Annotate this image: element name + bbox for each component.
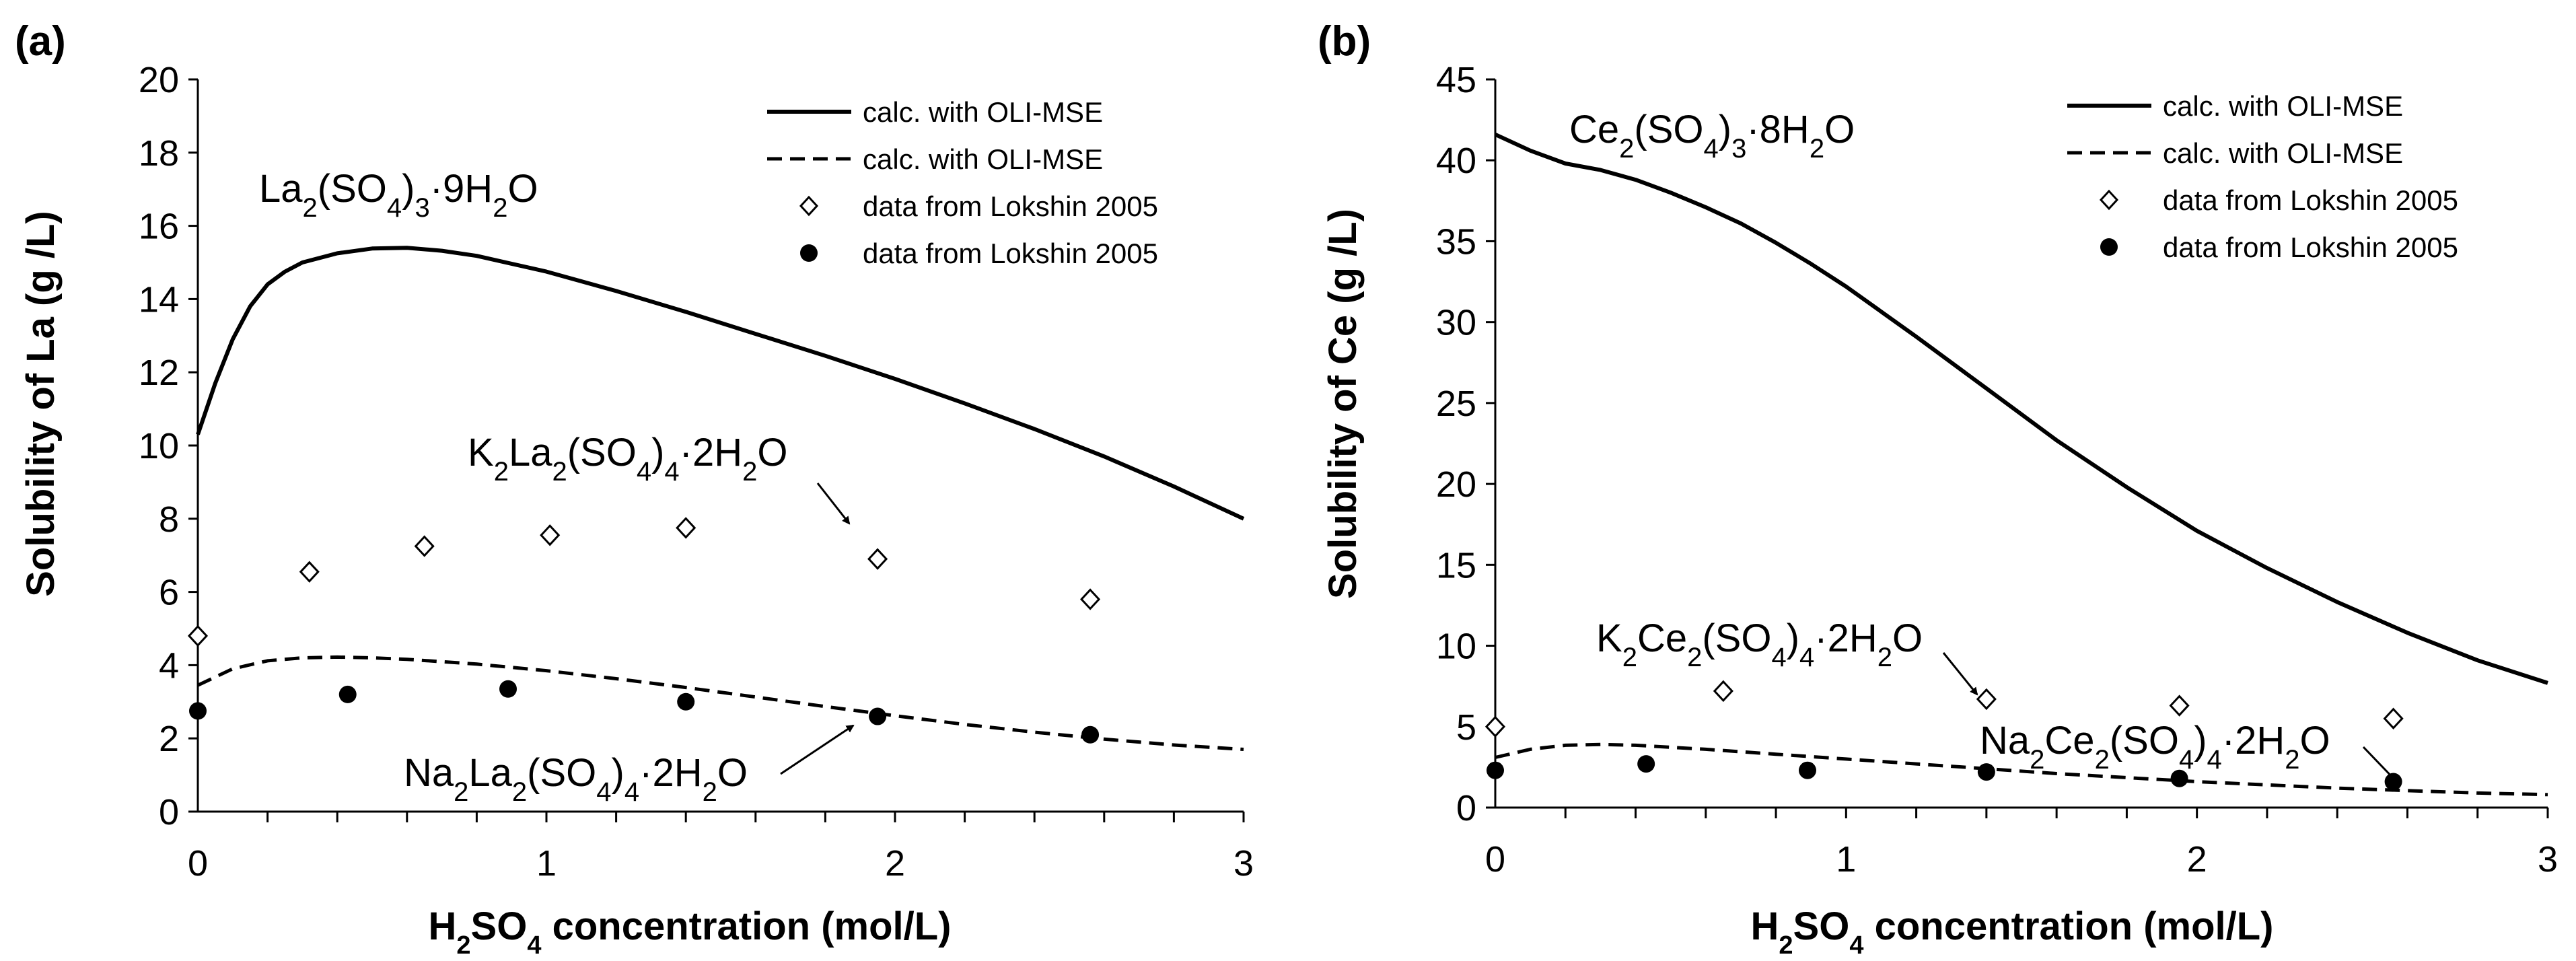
legend-swatch-dot	[800, 244, 818, 262]
data-point-diamond	[2169, 695, 2190, 717]
data-point-diamond	[1976, 688, 1997, 711]
chart-panel-a: (a) Solubility of La (g /L) H2SO4 concen…	[15, 18, 1254, 960]
legend-label: calc. with OLI-MSE	[2163, 137, 2403, 169]
data-point-dot	[1487, 761, 1504, 779]
annotation-na2ce2so44-2h2o: Na2Ce2(SO4)4·2H2O	[1980, 719, 2330, 775]
annotation-k2ce2so44-2h2o: K2Ce2(SO4)4·2H2O	[1596, 616, 1923, 672]
data-point-dot	[1637, 755, 1655, 773]
data-point-diamond	[1484, 715, 1506, 738]
data-point-diamond	[2383, 707, 2404, 729]
y-tick-label: 20	[139, 60, 179, 100]
series-line-dashed	[196, 655, 1244, 751]
data-point-diamond	[1713, 680, 1733, 703]
legend-label: data from Lokshin 2005	[863, 190, 1158, 222]
annotation-la2so43-9h2o: La2(SO4)3·9H2O	[259, 167, 538, 223]
y-tick-label: 18	[139, 133, 179, 174]
series-line-dashed	[1495, 742, 2548, 797]
y-tick-label: 15	[1436, 545, 1476, 585]
legend-label: data from Lokshin 2005	[2163, 232, 2458, 263]
data-point-diamond	[414, 535, 435, 557]
legend-label: calc. with OLI-MSE	[2163, 90, 2403, 122]
legend-label: calc. with OLI-MSE	[863, 96, 1103, 128]
legend-swatch-diamond	[2099, 189, 2119, 211]
y-tick-label: 0	[1456, 788, 1476, 828]
series-layer	[1484, 133, 2548, 797]
data-point-diamond	[1080, 588, 1101, 610]
annotations: La2(SO4)3·9H2O K2La2(SO4)4·2H2O Na2La2(S…	[259, 167, 855, 807]
y-axis-label: Solubility of Ce (g /L)	[1321, 209, 1365, 599]
data-point-diamond	[676, 517, 696, 539]
y-tick-label: 0	[159, 792, 179, 832]
y-tick-label: 8	[159, 499, 179, 540]
legend-swatch-dot	[2100, 238, 2118, 256]
legend: calc. with OLI-MSE calc. with OLI-MSE data…	[767, 96, 1158, 269]
x-tick-label: 3	[1233, 843, 1254, 884]
y-tick-label: 12	[139, 353, 179, 393]
data-point-dot	[499, 680, 517, 698]
data-point-dot	[869, 707, 887, 725]
annotation-arrow	[2362, 746, 2397, 782]
y-tick-label: 45	[1436, 60, 1476, 100]
x-axis-label: H2SO4 concentration (mol/L)	[1751, 904, 2274, 960]
annotation-arrow	[780, 724, 855, 775]
data-point-dot	[189, 702, 207, 720]
legend-label: data from Lokshin 2005	[863, 238, 1158, 269]
y-tick-label: 25	[1436, 384, 1476, 424]
data-point-diamond	[187, 625, 209, 647]
chart-panel-b: (b) Solubility of Ce (g /L) H2SO4 concen…	[1318, 18, 2558, 960]
data-point-dot	[677, 692, 695, 711]
y-tick-label: 10	[139, 426, 179, 466]
y-tick-label: 20	[1436, 464, 1476, 505]
data-point-diamond	[540, 524, 561, 546]
x-tick-label: 0	[1485, 839, 1505, 880]
data-point-dot	[1798, 761, 1816, 779]
annotation-arrow	[816, 483, 851, 525]
y-tick-label: 5	[1456, 707, 1476, 748]
data-point-diamond	[299, 561, 320, 583]
series-layer	[187, 246, 1245, 751]
panel-label: (a)	[15, 18, 66, 65]
legend-swatch-diamond	[799, 195, 819, 217]
y-tick-label: 6	[159, 573, 179, 613]
y-tick-label: 35	[1436, 221, 1476, 262]
y-tick-label: 2	[159, 719, 179, 759]
y-axis-label: Solubility of La (g /L)	[19, 211, 63, 597]
annotation-arrow	[1942, 652, 1978, 696]
x-tick-label: 2	[2187, 839, 2207, 880]
data-point-dot	[2170, 769, 2188, 787]
y-tick-label: 16	[139, 207, 179, 247]
legend-label: data from Lokshin 2005	[2163, 184, 2458, 216]
legend-label: calc. with OLI-MSE	[863, 143, 1103, 175]
data-point-dot	[2384, 773, 2402, 791]
y-tick-label: 14	[139, 279, 179, 320]
y-tick-label: 4	[159, 645, 179, 686]
y-tick-label: 10	[1436, 627, 1476, 667]
annotation-k2la2so44-2h2o: K2La2(SO4)4·2H2O	[468, 431, 788, 487]
x-tick-label: 0	[188, 843, 208, 884]
axes: 0 5 10 15 20 25 30 35 40 45 0 1 2 3	[1436, 60, 2558, 880]
x-tick-label: 2	[885, 843, 905, 884]
y-tick-label: 30	[1436, 303, 1476, 343]
annotations: Ce2(SO4)3·8H2O K2Ce2(SO4)4·2H2O Na2Ce2(S…	[1569, 108, 2397, 782]
data-point-dot	[1081, 725, 1100, 744]
panel-label: (b)	[1318, 18, 1371, 65]
series-line-solid	[196, 246, 1245, 521]
x-tick-label: 1	[536, 843, 557, 884]
x-tick-label: 1	[1836, 839, 1856, 880]
data-point-diamond	[867, 548, 888, 570]
series-line-solid	[1494, 133, 2548, 685]
y-tick-label: 40	[1436, 141, 1476, 181]
annotation-na2la2so44-2h2o: Na2La2(SO4)4·2H2O	[404, 751, 748, 807]
data-point-dot	[1977, 763, 1995, 781]
data-point-dot	[338, 685, 357, 703]
legend: calc. with OLI-MSE calc. with OLI-MSE data…	[2067, 90, 2458, 263]
annotation-ce2so43-8h2o: Ce2(SO4)3·8H2O	[1569, 108, 1855, 164]
x-tick-label: 3	[2538, 839, 2558, 880]
x-axis-label: H2SO4 concentration (mol/L)	[429, 904, 952, 960]
